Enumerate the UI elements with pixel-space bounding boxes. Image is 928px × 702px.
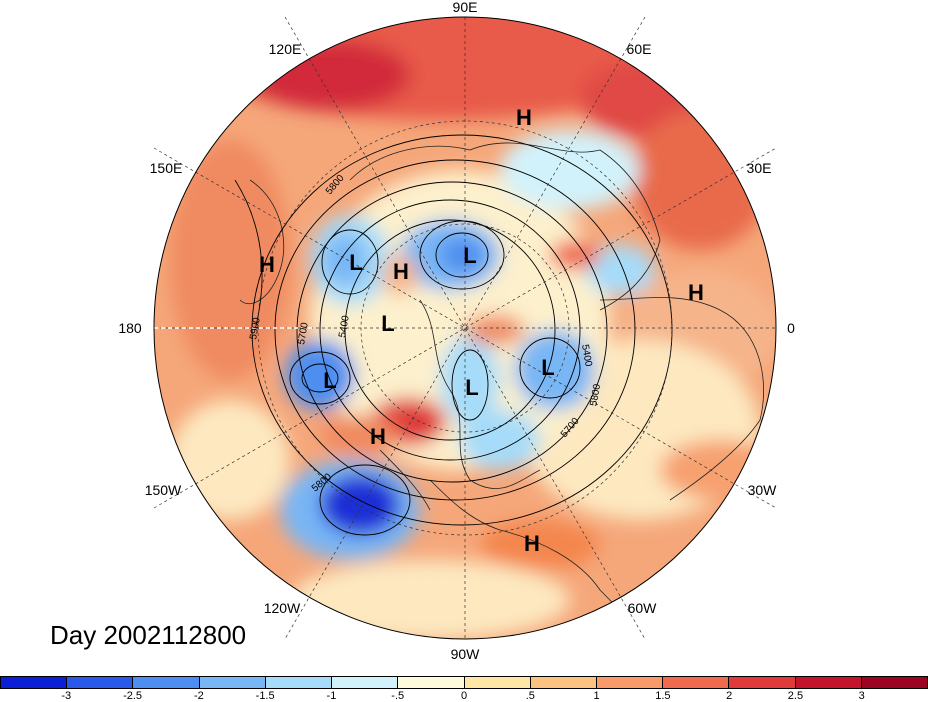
colorbar-label: -3: [61, 690, 72, 702]
high-center: H: [516, 105, 532, 130]
colorbar-swatch: [663, 676, 730, 689]
lon-label-60e: 60E: [627, 41, 652, 57]
contour-label: 5400: [579, 344, 594, 368]
low-center: L: [381, 311, 394, 336]
colorbar-label: -.5: [391, 690, 405, 702]
colorbar-swatch: [0, 676, 68, 689]
contour-label: 5900: [248, 316, 263, 340]
colorbar-swatch: [332, 676, 399, 689]
colorbar-label: 0: [460, 690, 468, 702]
lon-label-90e: 90E: [453, 0, 478, 15]
colorbar-swatch: [199, 676, 266, 689]
colorbar-swatch: [861, 676, 928, 689]
low-center: L: [541, 355, 554, 380]
high-center: H: [524, 531, 540, 556]
lon-label-60w: 60W: [628, 600, 658, 616]
colorbar-label: 2: [726, 690, 733, 702]
low-center: L: [323, 368, 336, 393]
colorbar-label: 3: [858, 690, 865, 702]
lon-label-180: 180: [118, 320, 142, 336]
colorbar-swatch: [596, 676, 664, 689]
colorbar-label: .5: [525, 690, 535, 702]
colorbar-swatch: [398, 676, 465, 689]
contour-label: 5400: [337, 314, 352, 338]
colorbar-label: 1.5: [655, 690, 671, 702]
colorbar-label: -1.5: [255, 690, 275, 702]
lon-label-150w: 150W: [145, 482, 182, 498]
graticule: [153, 16, 777, 640]
colorbar-swatch: [795, 676, 862, 689]
high-center: H: [393, 259, 409, 284]
high-center: H: [259, 252, 275, 277]
colorbar-swatch: [530, 676, 597, 689]
colorbar-swatch: [133, 676, 200, 689]
lon-label-120w: 120W: [264, 600, 301, 616]
colorbar: -3 -2.5 -2 -1.5 -1 -.5 0 .5 1 1.5 2 2.5 3: [0, 674, 928, 702]
polar-map: 90E 120E 60E 150E 30E 180 0 150W 30W 120…: [118, 0, 795, 660]
colorbar-label: 2.5: [787, 690, 804, 702]
lon-label-30e: 30E: [747, 160, 772, 176]
lon-label-30w: 30W: [748, 482, 778, 498]
colorbar-boxes: [0, 676, 928, 689]
lon-label-0: 0: [787, 320, 795, 336]
high-center: H: [688, 280, 704, 305]
colorbar-label: -1: [326, 690, 337, 702]
lon-label-150e: 150E: [150, 160, 183, 176]
lon-label-120e: 120E: [269, 41, 302, 57]
colorbar-swatch: [729, 676, 796, 689]
map-title: Day 2002112800: [50, 620, 247, 650]
longitude-labels: 90E 120E 60E 150E 30E 180 0 150W 30W 120…: [118, 0, 795, 660]
low-center: L: [349, 250, 362, 275]
pressure-centers: H H H H H H L L L L L L L: [259, 105, 704, 556]
map-frame: [153, 16, 777, 640]
low-center: L: [463, 243, 476, 268]
low-center: L: [465, 375, 478, 400]
colorbar-label: -2.5: [123, 690, 143, 702]
colorbar-swatch: [67, 676, 134, 689]
contour-label: 5700: [296, 321, 311, 345]
colorbar-label: 1: [593, 690, 600, 702]
lon-label-90w: 90W: [451, 646, 481, 660]
colorbar-swatch: [265, 676, 333, 689]
high-center: H: [370, 424, 386, 449]
colorbar-label: -2: [193, 690, 204, 702]
contour-label: 5800: [588, 383, 603, 407]
colorbar-swatch: [464, 676, 531, 689]
